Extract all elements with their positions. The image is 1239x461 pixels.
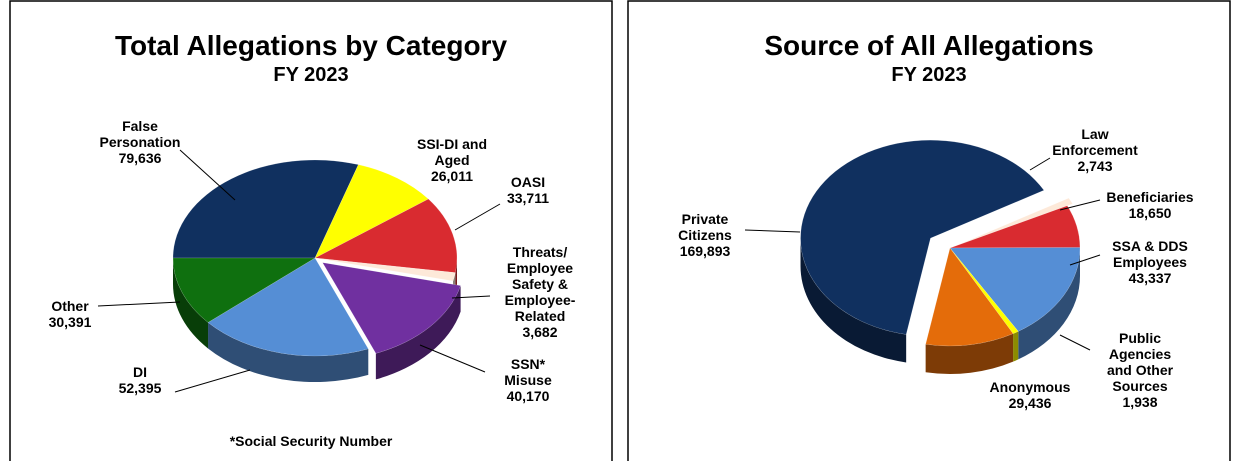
value-label: 79,636: [118, 150, 162, 166]
footnote: *Social Security Number: [229, 433, 393, 449]
category-name: SSA & DDS Employees: [1112, 238, 1188, 270]
slice-label: Threats/ Employee Safety & Employee-Rela…: [493, 244, 588, 340]
slice: [925, 247, 1014, 347]
leader-line: [1069, 254, 1101, 266]
category-name: Other: [51, 298, 89, 314]
leader-line: [97, 301, 181, 307]
value-label: 1,938: [1122, 394, 1158, 410]
slice-label: False Personation 79,636: [95, 118, 185, 166]
leader-line: [454, 203, 501, 231]
value-label: 169,893: [679, 243, 731, 259]
category-name: False Personation: [99, 118, 181, 150]
value-label: 18,650: [1128, 205, 1172, 221]
category-name: Private Citizens: [678, 211, 732, 243]
slice: [949, 205, 1081, 249]
slice-label: SSI-DI and Aged 26,011: [407, 136, 497, 184]
slice-label: Beneficiaries 18,650: [1100, 189, 1200, 221]
slice-label: Private Citizens 169,893: [660, 211, 750, 259]
slice-label: OASI 33,711: [498, 174, 558, 206]
value-label: 3,682: [522, 324, 558, 340]
slice-side: [800, 238, 907, 363]
category-name: Public Agencies and Other Sources: [1106, 330, 1174, 394]
value-label: 43,337: [1128, 270, 1172, 286]
value-label: 26,011: [430, 168, 474, 184]
category-name: Anonymous: [989, 379, 1071, 395]
category-name: SSN* Misuse: [504, 356, 552, 388]
category-name: SSI-DI and Aged: [416, 136, 487, 168]
slice-label: Other 30,391: [40, 298, 100, 330]
leader-line: [419, 344, 486, 373]
leader-line: [174, 369, 251, 393]
category-name: Threats/ Employee Safety & Employee-Rela…: [504, 244, 576, 324]
chart-subtitle: FY 2023: [273, 64, 349, 86]
chart-subtitle: FY 2023: [891, 64, 967, 86]
value-label: 52,395: [118, 380, 162, 396]
leader-line: [1059, 199, 1101, 211]
value-label: 2,743: [1077, 158, 1113, 174]
category-name: Law Enforcement: [1052, 126, 1138, 158]
slice: [172, 257, 316, 323]
slice-side: [925, 333, 1014, 374]
leader-line: [1059, 334, 1091, 351]
slice-label: DI 52,395: [110, 364, 170, 396]
slice-side: [375, 285, 461, 380]
chart-title: Source of All Allegations: [764, 30, 1094, 61]
slice-label: Law Enforcement 2,743: [1045, 126, 1145, 174]
slice: [955, 197, 1073, 247]
leader-line: [451, 295, 491, 299]
slice: [949, 247, 1019, 334]
slice-side: [208, 322, 369, 382]
category-name: DI: [133, 364, 147, 380]
slice: [207, 257, 369, 357]
slice-label: Public Agencies and Other Sources 1,938: [1095, 330, 1185, 410]
category-name: OASI: [510, 174, 546, 190]
slice-side: [1013, 331, 1019, 362]
leader-line: [179, 149, 236, 201]
slice: [314, 198, 458, 273]
slice: [172, 159, 359, 259]
value-label: 40,170: [506, 388, 550, 404]
chart-title: Total Allegations by Category: [114, 30, 508, 61]
slice: [314, 257, 456, 282]
slice-label: SSN* Misuse 40,170: [493, 356, 563, 404]
slice-side: [1018, 248, 1080, 360]
leader-line: [1029, 157, 1051, 171]
leader-line: [744, 229, 801, 233]
value-label: 33,711: [506, 190, 550, 206]
slice-label: Anonymous 29,436: [980, 379, 1080, 411]
slice-label: SSA & DDS Employees 43,337: [1103, 238, 1198, 286]
value-label: 29,436: [1008, 395, 1052, 411]
slice: [949, 247, 1081, 332]
slice: [800, 139, 1045, 335]
category-name: Beneficiaries: [1106, 189, 1194, 205]
slice: [314, 164, 429, 259]
value-label: 30,391: [48, 314, 92, 330]
slice: [322, 262, 461, 354]
slice-side: [173, 258, 209, 349]
